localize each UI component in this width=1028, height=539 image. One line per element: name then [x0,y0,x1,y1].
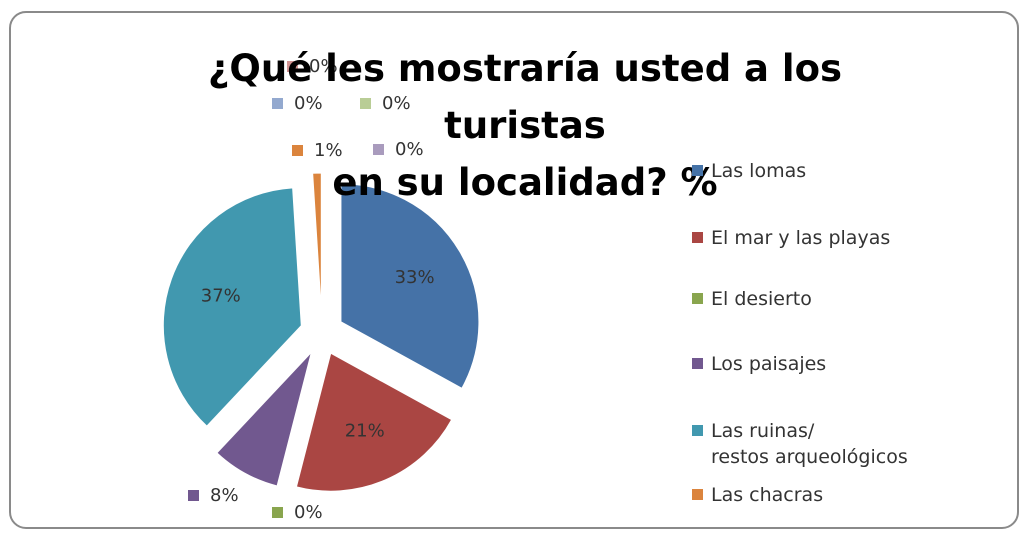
legend-swatch [692,425,703,436]
pie-slice [216,351,312,487]
legend-entry: El desierto [692,286,812,312]
data-label: 8% [210,485,239,506]
chart-title: ¿Qué les mostraría usted a los turistas … [207,47,843,204]
legend-label: El desierto [711,288,812,310]
label-key [292,145,303,156]
legend-entry: Las ruinas/ restos arqueológicos [692,418,908,470]
label-key [287,61,298,72]
legend-swatch [692,293,703,304]
legend-entry: Las lomas [692,158,806,184]
legend-entry: Las chacras [692,482,823,508]
data-label: 33% [395,267,435,288]
data-label: 0% [294,502,323,523]
pie-slice [281,354,318,489]
legend-label: Las ruinas/ restos arqueológicos [711,420,908,468]
data-label: 0% [309,56,338,77]
label-key [272,98,283,109]
data-label: 37% [201,286,241,307]
label-key [360,98,371,109]
legend-swatch [692,489,703,500]
data-label: 1% [314,140,343,161]
pie-slice [295,352,453,492]
data-label: 0% [382,93,411,114]
legend-label: El mar y las playas [711,227,891,249]
legend-swatch [692,358,703,369]
pie-slice [162,187,302,427]
data-label: 21% [345,421,385,442]
label-key [272,507,283,518]
legend-label: Los paisajes [711,353,827,375]
data-label: 0% [395,139,424,160]
chart-border [9,11,1019,529]
label-key [373,144,384,155]
data-label: 0% [294,93,323,114]
pie-slice [340,183,480,389]
legend-label: Las lomas [711,160,807,182]
legend-entry: El mar y las playas [692,225,890,251]
label-key [188,490,199,501]
pie-slice [312,172,322,312]
legend-entry: Los paisajes [692,351,826,377]
legend-swatch [692,165,703,176]
legend-label: Las chacras [711,484,824,506]
legend-swatch [692,232,703,243]
